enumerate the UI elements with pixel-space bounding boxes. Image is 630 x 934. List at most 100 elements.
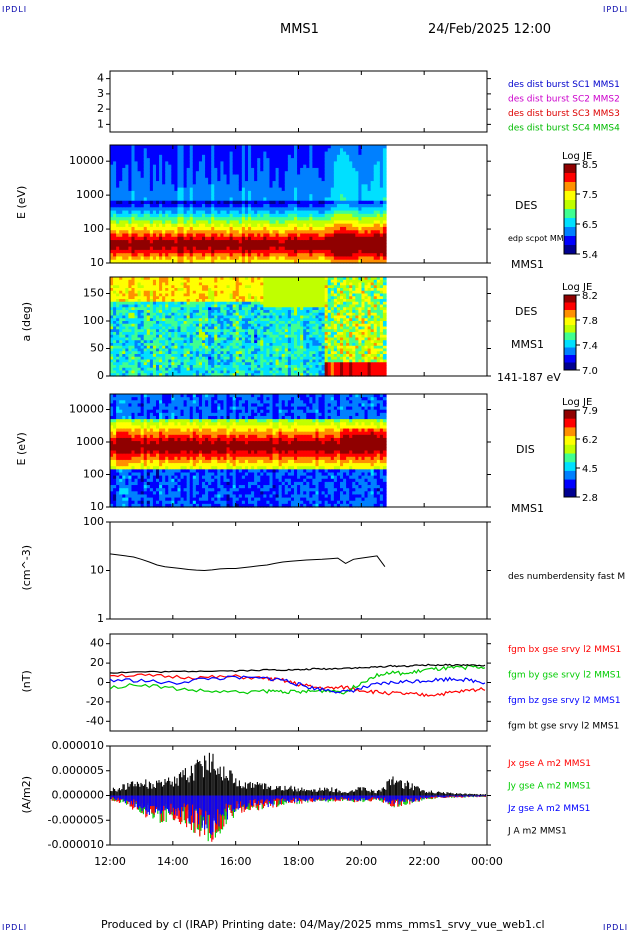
spectrogram-cell — [318, 187, 323, 192]
spectrogram-cell — [168, 304, 172, 308]
spectrogram-cell — [361, 145, 366, 149]
spectrogram-cell — [336, 213, 341, 218]
des-energy-colorbar-frame — [563, 163, 577, 255]
spectrogram-cell — [349, 210, 353, 215]
spectrogram-cell — [171, 337, 175, 341]
spectrogram-cell — [143, 171, 148, 176]
spectrogram-cell — [156, 323, 160, 328]
spectrogram-cell — [137, 204, 142, 208]
spectrogram-cell — [229, 340, 234, 344]
spectrogram-cell — [254, 167, 258, 172]
spectrogram-cell — [235, 151, 240, 156]
spectrogram-cell — [355, 204, 359, 208]
spectrogram-cell — [205, 323, 209, 328]
spectrogram-cell — [226, 318, 231, 322]
spectrogram-cell — [146, 279, 151, 284]
spectrogram-cell — [140, 246, 145, 251]
spectrogram-cell — [116, 315, 120, 319]
spectrogram-cell — [198, 307, 203, 311]
spectrogram-cell — [149, 230, 154, 235]
spectrogram-cell — [336, 243, 341, 248]
spectrogram-cell — [202, 359, 206, 363]
spectrogram-cell — [355, 207, 359, 212]
spectrogram-cell — [241, 299, 246, 303]
spectrogram-cell — [346, 174, 350, 179]
spectrogram-cell — [149, 359, 154, 363]
spectrogram-cell — [238, 332, 243, 336]
spectrogram-cell — [208, 161, 212, 166]
spectrogram-cell — [186, 148, 191, 153]
spectrogram-cell — [266, 256, 271, 261]
spectrogram-cell — [248, 277, 252, 281]
spectrogram-cell — [162, 348, 166, 352]
spectrogram-cell — [241, 226, 246, 231]
spectrogram-cell — [180, 332, 185, 336]
spectrogram-cell — [290, 181, 295, 185]
spectrogram-cell — [248, 348, 252, 352]
spectrogram-cell — [116, 226, 120, 231]
spectrogram-cell — [159, 348, 163, 352]
des-energy-y-tick-label: 10000 — [69, 154, 104, 167]
spectrogram-cell — [183, 145, 188, 149]
spectrogram-cell — [260, 184, 264, 189]
spectrogram-cell — [229, 365, 234, 369]
spectrogram-cell — [113, 326, 117, 330]
spectrogram-cell — [140, 145, 145, 149]
spectrogram-cell — [266, 181, 271, 185]
spectrogram-cell — [146, 259, 151, 264]
spectrogram-cell — [333, 187, 338, 192]
spectrogram-cell — [125, 233, 129, 238]
spectrogram-cell — [367, 253, 372, 258]
spectrogram-cell — [244, 226, 249, 231]
spectrogram-cell — [198, 345, 203, 350]
spectrogram-cell — [269, 177, 274, 182]
spectrogram-cell — [159, 277, 163, 281]
spectrogram-cell — [235, 299, 240, 303]
spectrogram-cell — [223, 181, 228, 185]
spectrogram-cell — [143, 217, 148, 221]
spectrogram-cell — [251, 279, 255, 284]
spectrogram-cell — [340, 190, 344, 195]
spectrogram-cell — [294, 233, 298, 238]
spectrogram-cell — [290, 207, 295, 212]
spectrogram-cell — [122, 207, 126, 212]
spectrogram-cell — [152, 315, 157, 319]
spectrogram-cell — [333, 243, 338, 248]
spectrogram-cell — [140, 181, 145, 185]
spectrogram-cell — [309, 177, 313, 182]
spectrogram-cell — [143, 359, 148, 363]
spectrogram-cell — [202, 164, 206, 169]
spectrogram-cell — [131, 334, 136, 339]
spectrogram-cell — [113, 279, 117, 284]
spectrogram-cell — [352, 161, 356, 166]
spectrogram-cell — [110, 304, 114, 308]
spectrogram-cell — [303, 249, 307, 254]
spectrogram-cell — [324, 190, 329, 195]
spectrogram-cell — [248, 279, 252, 284]
spectrogram-cell — [244, 181, 249, 185]
spectrogram-cell — [171, 230, 175, 235]
spectrogram-cell — [232, 312, 237, 317]
spectrogram-cell — [223, 204, 228, 208]
spectrogram-cell — [140, 161, 145, 166]
spectrogram-cell — [177, 240, 182, 244]
spectrogram-cell — [232, 370, 237, 374]
spectrogram-cell — [171, 326, 175, 330]
spectrogram-cell — [162, 230, 166, 235]
spectrogram-cell — [202, 161, 206, 166]
spectrogram-cell — [143, 299, 148, 303]
spectrogram-cell — [128, 354, 133, 358]
spectrogram-cell — [235, 370, 240, 374]
spectrogram-cell — [119, 249, 123, 254]
spectrogram-cell — [238, 220, 243, 225]
spectrogram-cell — [125, 236, 129, 241]
spectrogram-cell — [370, 236, 375, 241]
spectrogram-cell — [220, 184, 225, 189]
spectrogram-cell — [232, 236, 237, 241]
spectrogram-cell — [379, 249, 384, 254]
spectrogram-cell — [232, 345, 237, 350]
spectrogram-cell — [364, 151, 369, 156]
spectrogram-cell — [217, 343, 221, 347]
spectrogram-cell — [379, 197, 384, 202]
spectrogram-cell — [349, 200, 353, 205]
